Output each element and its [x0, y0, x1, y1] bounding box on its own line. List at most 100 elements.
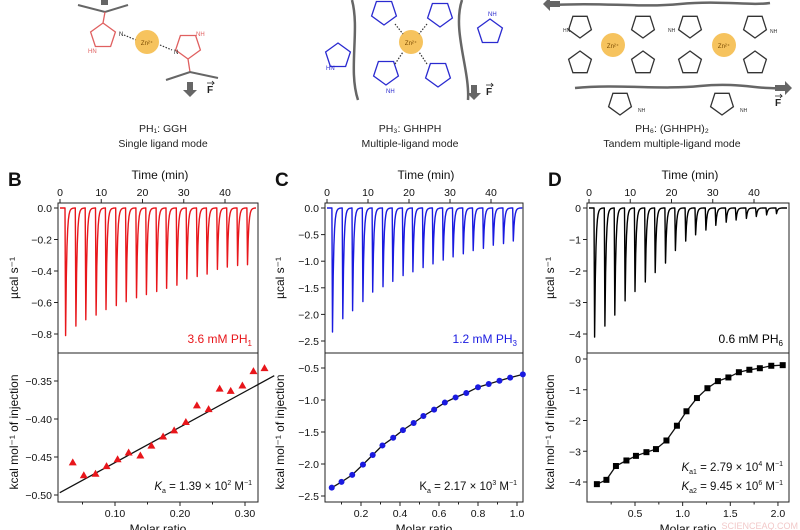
- x-tick-label: 40: [485, 187, 497, 199]
- data-point-circle: [485, 381, 492, 387]
- x-tick-label: 0.8: [471, 508, 486, 520]
- association-constant-label: Ka1 = 2.79 × 104 M−1: [681, 461, 783, 476]
- y-tick-label: −0.50: [25, 490, 52, 502]
- data-point-circle: [349, 471, 356, 478]
- data-point-square: [714, 378, 721, 385]
- thermogram-trace: [589, 207, 787, 338]
- force-label: F: [207, 85, 213, 96]
- data-point-circle: [399, 427, 406, 434]
- backbone-line: [554, 1, 771, 7]
- imidazole-ring-icon: [567, 50, 593, 74]
- data-point-square: [643, 449, 650, 456]
- y-tick-label: 0.0: [304, 203, 319, 215]
- y-tick-label: −2: [569, 416, 581, 428]
- schematic-caption-name: PH₆: (GHHPH)₂: [635, 123, 709, 135]
- fit-curve: [331, 373, 524, 489]
- ka-unit-exp: −1: [509, 480, 517, 487]
- vector-arrow-icon: [207, 80, 215, 86]
- x-tick-label: 0.4: [393, 508, 408, 520]
- ka-unit-exp: −1: [775, 461, 783, 468]
- x-tick-label: 1.0: [510, 508, 525, 520]
- y-tick-label: −2.0: [298, 309, 319, 321]
- data-point-square: [756, 365, 763, 372]
- atom-label: N: [174, 50, 178, 56]
- data-point-triangle: [113, 455, 122, 463]
- x-tick-label: 0.30: [235, 508, 256, 520]
- x-tick-label: 20: [137, 187, 149, 199]
- panel-letter: D: [548, 170, 562, 191]
- y-tick-label: −0.2: [31, 235, 52, 247]
- coordination-bond: [159, 44, 173, 51]
- y-tick-label: −1: [569, 385, 581, 397]
- y-tick-label: 0: [575, 203, 581, 215]
- data-point-square: [735, 369, 742, 376]
- x-tick-label: 10: [362, 187, 374, 199]
- data-point-square: [623, 457, 630, 464]
- y-tick-label: −2.5: [298, 491, 319, 503]
- y-tick-label: −0.6: [31, 298, 52, 310]
- binding-isotherm-frame: [57, 352, 259, 503]
- data-point-triangle: [79, 471, 88, 479]
- data-point-square: [746, 366, 753, 373]
- ka-eq: = 2.79 × 10: [697, 462, 758, 474]
- imidazole-ring-icon: [372, 60, 400, 86]
- data-point-circle: [496, 377, 503, 384]
- x-tick-label: 0.10: [105, 508, 126, 520]
- data-point-circle: [369, 452, 376, 459]
- association-constant-label: Ka = 1.39 × 102 M−1: [154, 480, 252, 495]
- isotherm-y-axis-title: kcal mol⁻¹ of injection: [273, 374, 287, 489]
- x-tick-label: 1.0: [675, 508, 690, 520]
- data-point-square: [683, 408, 690, 415]
- data-point-square: [725, 374, 732, 381]
- imidazole-ring-icon: [677, 50, 703, 74]
- zinc-label: Zn²⁺: [607, 43, 619, 50]
- y-tick-label: −2.5: [298, 336, 319, 348]
- ka-K: K: [681, 462, 690, 474]
- y-tick-label: −0.45: [25, 452, 52, 464]
- zinc-label: Zn²⁺: [405, 40, 417, 47]
- ka-unit-exp: −1: [244, 480, 252, 487]
- isotherm-y-axis-title: kcal mol⁻¹ of injection: [543, 374, 557, 489]
- ka-exp: 2: [227, 480, 231, 487]
- annotation-text: 3.6 mM PH: [188, 332, 248, 346]
- thermogram-y-axis-title: µcal s⁻¹: [7, 257, 21, 299]
- imidazole-ring-icon: [424, 62, 452, 88]
- data-point-circle: [328, 484, 335, 491]
- data-point-triangle: [159, 432, 168, 440]
- molar-ratio-axis-title: Molar ratio: [660, 522, 717, 530]
- data-point-square: [693, 395, 700, 402]
- data-point-circle: [519, 371, 526, 378]
- data-point-circle: [475, 384, 481, 391]
- ka-exp: 6: [758, 480, 762, 487]
- coordination-bond: [394, 23, 404, 35]
- data-point-circle: [431, 406, 438, 413]
- y-tick-label: −1.5: [298, 427, 319, 439]
- schematic-caption-name: PH₁: GGH: [139, 123, 187, 135]
- ka-K: K: [154, 481, 163, 493]
- x-tick-label: 20: [666, 187, 678, 199]
- force-arrow-icon: [775, 81, 792, 95]
- x-tick-label: 30: [444, 187, 456, 199]
- association-constant-label: Ka2 = 9.45 × 106 M−1: [681, 480, 783, 495]
- data-point-triangle: [170, 426, 179, 434]
- data-point-triangle: [249, 367, 258, 375]
- y-tick-label: −0.40: [25, 414, 52, 426]
- data-point-square: [632, 452, 639, 459]
- y-tick-label: −0.5: [298, 363, 319, 375]
- ka-eq: = 2.17 × 10: [431, 481, 492, 493]
- imidazole-ring-icon: [89, 22, 117, 48]
- data-point-triangle: [91, 469, 100, 477]
- time-axis-title: Time (min): [398, 168, 455, 182]
- concentration-annotation: 1.2 mM PH3: [453, 332, 518, 348]
- ka-eq: = 9.45 × 10: [697, 481, 758, 493]
- force-arrow-icon: [467, 85, 481, 100]
- data-point-square: [612, 463, 619, 470]
- data-point-circle: [420, 413, 427, 419]
- data-point-circle: [390, 434, 397, 441]
- atom-label: NH: [638, 108, 646, 114]
- zinc-ion-icon: [712, 33, 736, 57]
- association-constant-label: Ka = 2.17 × 103 M−1: [419, 480, 517, 495]
- chart-panel-b: B Time (min) 0 10 20 30 40 0.0 −0.2 −0.4 −0.6 −0.8 µ…: [7, 168, 275, 530]
- data-point-triangle: [204, 405, 213, 413]
